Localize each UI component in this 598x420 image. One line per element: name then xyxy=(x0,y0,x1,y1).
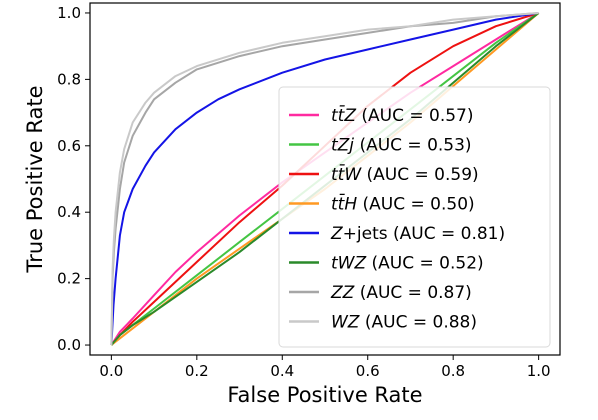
legend-label-italic: Z xyxy=(330,224,343,244)
legend: tt̄Z (AUC = 0.57)tZj (AUC = 0.53)tt̄W (A… xyxy=(278,86,551,348)
legend-label-italic: tt̄H xyxy=(331,192,357,214)
legend-label-rest: +jets (AUC = 0.81) xyxy=(343,224,505,244)
legend-label-6: ZZ (AUC = 0.87) xyxy=(330,283,472,303)
x-tick-label: 0.8 xyxy=(441,362,465,380)
legend-label-2: tt̄W (AUC = 0.59) xyxy=(331,163,479,185)
legend-label-italic: tt̄Z xyxy=(331,104,356,126)
legend-label-7: WZ (AUC = 0.88) xyxy=(331,313,477,333)
plot-frame xyxy=(89,2,561,356)
y-tick-label: 0.8 xyxy=(57,70,81,88)
x-tick-label: 0.4 xyxy=(270,362,294,380)
legend-label-0: tt̄Z (AUC = 0.57) xyxy=(331,104,474,126)
y-tick-label: 0.6 xyxy=(57,137,81,155)
legend-label-4: Z+jets (AUC = 0.81) xyxy=(330,224,505,244)
y-tick-label: 0.0 xyxy=(57,336,81,354)
series-line-7 xyxy=(110,12,539,346)
legend-label-italic: tt̄W xyxy=(331,163,362,185)
x-axis-title: False Positive Rate xyxy=(227,383,422,407)
legend-label-italic: ZZ xyxy=(330,283,355,303)
x-tick-label: 0.0 xyxy=(99,362,123,380)
series-line-4 xyxy=(110,12,539,346)
legend-label-5: tWZ (AUC = 0.52) xyxy=(331,254,484,274)
y-tick-label: 0.2 xyxy=(57,270,81,288)
legend-label-rest: (AUC = 0.57) xyxy=(356,106,474,126)
legend-label-rest: (AUC = 0.59) xyxy=(361,165,479,185)
y-tick-label: 1.0 xyxy=(57,4,81,22)
ticks-layer: 0.0 0.2 0.4 0.6 0.8 1.0 0.0 0.2 0.4 0.6 0.8 1.0 xyxy=(57,4,550,380)
legend-label-rest: (AUC = 0.88) xyxy=(359,313,477,333)
x-tick-label: 0.2 xyxy=(185,362,209,380)
legend-label-1: tZj (AUC = 0.53) xyxy=(331,136,472,156)
legend-label-rest: (AUC = 0.52) xyxy=(366,254,484,274)
series-line-2 xyxy=(110,12,539,346)
legend-label-italic: tWZ xyxy=(331,254,366,274)
x-tick-label: 0.6 xyxy=(356,362,380,380)
y-axis-title: True Positive Rate xyxy=(23,85,47,273)
legend-label-italic: WZ xyxy=(331,313,360,333)
y-tick-label: 0.4 xyxy=(57,203,81,221)
legend-label-rest: (AUC = 0.87) xyxy=(354,283,472,303)
legend-box xyxy=(278,86,551,348)
x-tick-label: 1.0 xyxy=(527,362,551,380)
legend-label-rest: (AUC = 0.50) xyxy=(357,195,475,215)
legend-label-italic: tZj xyxy=(331,136,354,156)
legend-label-3: tt̄H (AUC = 0.50) xyxy=(331,192,475,214)
legend-label-rest: (AUC = 0.53) xyxy=(354,136,472,156)
